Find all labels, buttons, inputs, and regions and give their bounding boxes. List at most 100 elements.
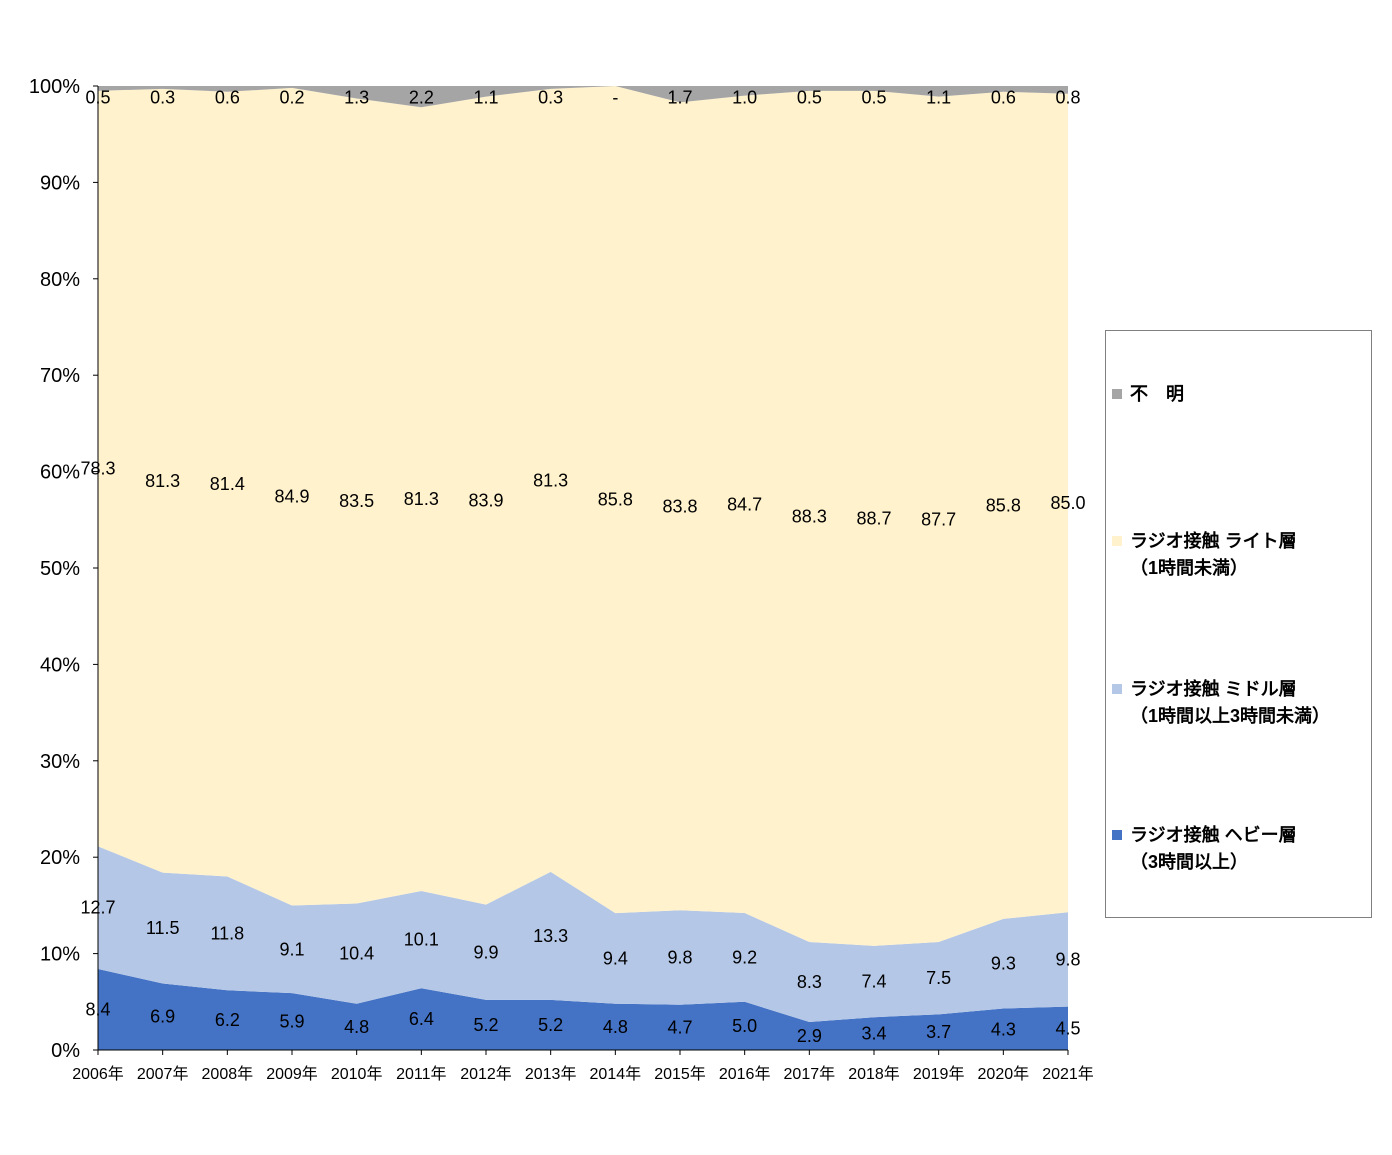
data-label-heavy: 5.0 [732,1016,757,1036]
data-label-light: 81.3 [145,471,180,491]
data-label-middle: 12.7 [80,898,115,918]
area-light [98,86,1068,946]
data-label-middle: 9.4 [603,948,628,968]
data-label-middle: 11.8 [210,923,244,943]
data-label-heavy: 5.2 [473,1015,498,1035]
data-label-unknown: 1.0 [732,88,757,108]
data-label-light: 83.5 [339,491,374,511]
legend-sublabel-light: （1時間未満） [1130,558,1249,578]
y-tick-label: 60% [40,462,80,484]
data-label-heavy: 4.7 [667,1017,692,1037]
data-label-light: 84.9 [274,487,309,507]
legend-swatch-middle [1112,684,1122,694]
data-label-middle: 8.3 [797,972,822,992]
data-label-unknown: 0.5 [797,88,822,108]
y-tick-label: 40% [40,654,80,676]
data-label-light: 87.7 [921,509,956,529]
data-label-unknown: 1.7 [667,88,692,108]
legend-label-unknown: 不 明 [1130,384,1184,404]
data-label-middle: 9.1 [279,939,304,959]
data-label-light: 81.4 [210,474,245,494]
data-label-light: 84.7 [727,494,762,514]
data-label-heavy: 4.8 [603,1017,628,1037]
data-label-heavy: 3.7 [926,1022,951,1042]
data-label-heavy: 4.3 [991,1019,1016,1039]
data-label-heavy: 6.2 [215,1010,240,1030]
y-tick-label: 20% [40,847,80,869]
legend-sublabel-middle: （1時間以上3時間未満） [1130,706,1331,726]
data-label-light: 85.0 [1050,493,1085,513]
y-tick-label: 80% [40,269,80,291]
x-tick-label: 2014年 [590,1065,642,1083]
data-label-light: 85.8 [598,490,633,510]
data-label-unknown: 0.2 [279,88,304,108]
x-tick-label: 2006年 [72,1065,124,1083]
x-tick-label: 2010年 [331,1065,383,1083]
data-label-light: 83.8 [662,496,697,516]
data-label-heavy: 5.2 [538,1015,563,1035]
y-tick-label: 0% [51,1040,80,1062]
data-label-heavy: 2.9 [797,1026,822,1046]
area-middle [98,846,1068,1023]
data-label-heavy: 4.8 [344,1017,369,1037]
x-tick-label: 2015年 [654,1065,706,1083]
y-tick-label: 90% [40,172,80,194]
x-tick-label: 2018年 [848,1065,900,1083]
data-label-unknown: 0.6 [215,88,240,108]
data-label-middle: 13.3 [533,926,568,946]
data-label-unknown: 1.3 [344,88,369,108]
data-label-middle: 9.8 [667,947,692,967]
x-tick-label: 2020年 [978,1065,1030,1083]
x-tick-label: 2016年 [719,1065,771,1083]
data-label-unknown: 2.2 [409,88,434,108]
data-label-heavy: 5.9 [279,1012,304,1032]
x-tick-label: 2007年 [137,1065,189,1083]
data-label-heavy: 8.4 [85,999,110,1019]
x-tick-label: 2011年 [396,1065,446,1083]
x-tick-label: 2019年 [913,1065,965,1083]
legend-label-light: ラジオ接触 ライト層 [1130,531,1297,551]
data-label-heavy: 4.5 [1055,1018,1080,1038]
data-label-light: 78.3 [80,459,115,479]
data-label-heavy: 6.4 [409,1009,434,1029]
area-layers [98,86,1068,1050]
y-tick-label: 70% [40,365,80,387]
data-label-unknown: 0.3 [538,88,563,108]
data-label-unknown: 0.8 [1055,88,1080,108]
legend-label-middle: ラジオ接触 ミドル層 [1130,679,1297,699]
legend: 不 明 ラジオ接触 ライト層 （1時間未満） ラジオ接触 ミドル層 （1時間以上… [1105,330,1372,918]
legend-label-heavy: ラジオ接触 ヘビー層 [1130,825,1297,845]
y-tick-label: 10% [40,944,80,966]
data-label-light: 88.7 [856,508,891,528]
y-tick-label: 30% [40,751,80,773]
data-label-light: 81.3 [533,470,568,490]
axes: 0% 10% 20% 30% 40% 50% 60% 70% 80% 90% 100% 2006年 20… [29,76,1094,1083]
x-tick-label: 2021年 [1042,1065,1094,1083]
data-label-light: 83.9 [468,491,503,511]
data-label-middle: 10.4 [339,944,374,964]
data-label-middle: 9.8 [1055,949,1080,969]
legend-swatch-unknown [1112,389,1122,399]
data-label-middle: 10.1 [404,930,439,950]
data-label-unknown: 1.1 [926,88,951,108]
data-label-heavy: 6.9 [150,1007,175,1027]
data-label-middle: 9.9 [473,942,498,962]
data-label-middle: 9.2 [732,947,757,967]
data-labels: 8.4 6.9 6.2 5.9 4.8 6.4 5.2 5.2 4.8 4.7 5.0 2.9 3.4 3… [80,88,1085,1046]
x-tick-label: 2012年 [460,1065,512,1083]
legend-swatch-heavy [1112,830,1122,840]
x-tick-label: 2009年 [266,1065,318,1083]
data-label-unknown: 0.5 [85,88,110,108]
x-tick-label: 2017年 [784,1065,836,1083]
data-label-middle: 9.3 [991,954,1016,974]
legend-swatch-light [1112,536,1122,546]
data-label-light: 88.3 [792,506,827,526]
data-label-middle: 7.4 [861,972,886,992]
data-label-unknown: 0.3 [150,88,175,108]
data-label-light: 85.8 [986,495,1021,515]
data-label-unknown: 0.6 [991,88,1016,108]
data-label-heavy: 3.4 [861,1024,886,1044]
x-tick-label: 2008年 [202,1065,254,1083]
legend-sublabel-heavy: （3時間以上） [1130,852,1249,872]
